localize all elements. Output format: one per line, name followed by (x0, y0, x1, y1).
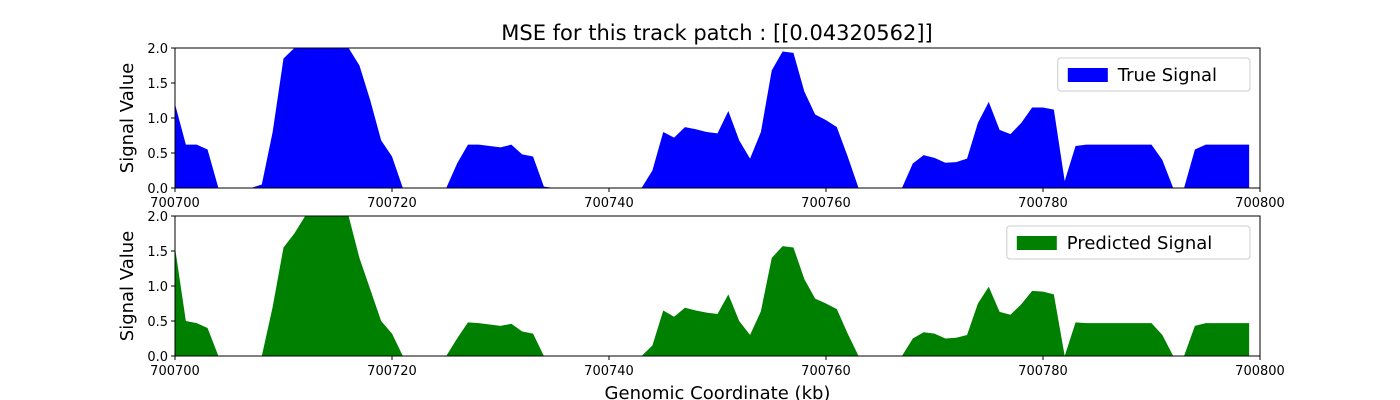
series-area-1 (175, 48, 1250, 188)
y-tick-label: 2.0 (147, 42, 168, 57)
y-tick-label: 1.0 (147, 112, 168, 127)
x-tick-label: 700800 (1235, 196, 1285, 211)
legend-box (1006, 225, 1251, 260)
y-tick-label: 0.0 (147, 350, 168, 365)
x-tick-label: 700780 (1018, 196, 1068, 211)
y-tick-label: 1.5 (147, 245, 168, 260)
panels: 700700 700720 700740 700760 700780 700800 0.0 0… (117, 42, 1285, 400)
y-axis-label: Signal Value (117, 231, 138, 341)
legend-label: Predicted Signal (1067, 233, 1213, 254)
x-tick-label: 700720 (367, 196, 417, 211)
legend: True Signal (1057, 57, 1251, 92)
x-tick-label: 700800 (1235, 364, 1285, 379)
x-tick-label: 700720 (367, 364, 417, 379)
series-area-1 (175, 216, 1250, 356)
y-axis-label: Signal Value (117, 63, 138, 173)
legend-swatch (1016, 236, 1057, 250)
legend-label: True Signal (1117, 65, 1217, 86)
x-tick-label: 700700 (150, 364, 200, 379)
legend-box (1057, 57, 1251, 92)
panel-1: 700700 700720 700740 700760 700780 700800 0.0 0… (117, 42, 1285, 211)
x-axis-label: Genomic Coordinate (kb) (605, 383, 831, 400)
x-tick-label: 700740 (584, 196, 634, 211)
y-tick-label: 1.0 (147, 280, 168, 295)
y-tick-label: 0.5 (147, 147, 168, 162)
y-tick-label: 2.0 (147, 210, 168, 225)
legend: Predicted Signal (1006, 225, 1251, 260)
x-tick-label: 700760 (801, 364, 851, 379)
x-tick-label: 700740 (584, 364, 634, 379)
y-tick-label: 0.5 (147, 315, 168, 330)
x-tick-label: 700780 (1018, 364, 1068, 379)
panel-2: 700700 700720 700740 700760 700780 700800 0.0 0… (117, 210, 1285, 400)
y-tick-label: 1.5 (147, 77, 168, 92)
x-tick-label: 700760 (801, 196, 851, 211)
chart-title: MSE for this track patch : [[0.04320562]… (501, 21, 932, 45)
x-tick-label: 700700 (150, 196, 200, 211)
y-tick-label: 0.0 (147, 182, 168, 197)
legend-swatch (1067, 68, 1108, 82)
